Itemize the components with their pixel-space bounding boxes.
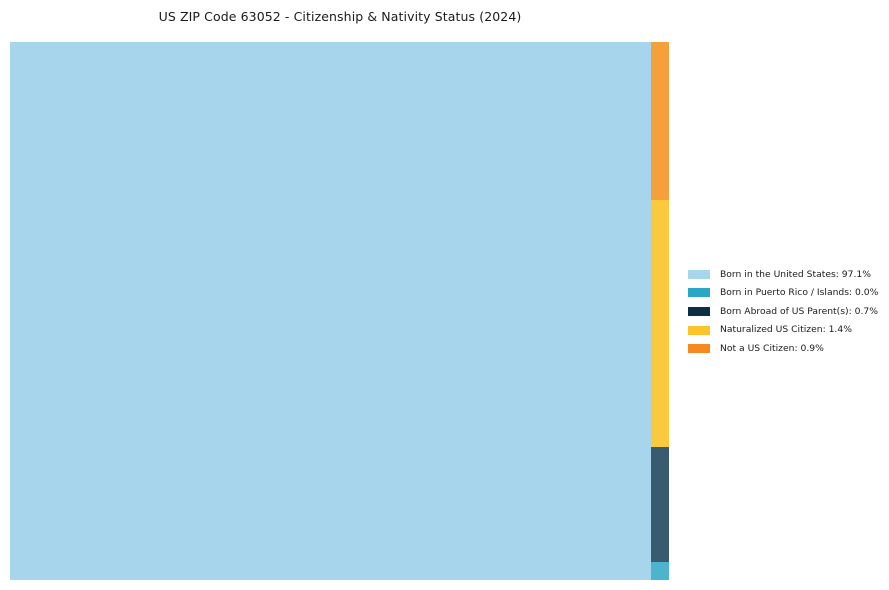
- legend-item-label: Born in the United States: 97.1%: [720, 268, 871, 280]
- chart-title: US ZIP Code 63052 - Citizenship & Nativi…: [158, 9, 522, 24]
- treemap-tile-born-in-the-united-states[interactable]: [10, 42, 651, 580]
- legend-item-label: Born Abroad of US Parent(s): 0.7%: [720, 305, 878, 317]
- treemap-tile-not-a-us-citizen[interactable]: [651, 42, 669, 200]
- treemap-tile-born-abroad-of-us-parents[interactable]: [651, 447, 669, 562]
- legend-swatch-icon: [688, 269, 710, 279]
- treemap-tile-born-in-puerto-rico-islands[interactable]: [651, 562, 669, 580]
- legend-item[interactable]: Born Abroad of US Parent(s): 0.7%: [688, 302, 884, 321]
- legend-item[interactable]: Born in the United States: 97.1%: [688, 265, 884, 284]
- legend-item-label: Naturalized US Citizen: 1.4%: [720, 324, 852, 336]
- legend-swatch-icon: [688, 344, 710, 354]
- legend-item[interactable]: Born in Puerto Rico / Islands: 0.0%: [688, 284, 884, 303]
- legend-swatch-icon: [688, 325, 710, 335]
- legend-swatch-icon: [688, 306, 710, 316]
- legend-item-label: Born in Puerto Rico / Islands: 0.0%: [720, 287, 879, 299]
- legend-item[interactable]: Not a US Citizen: 0.9%: [688, 339, 884, 358]
- treemap-plot-area: [10, 42, 669, 580]
- legend-item-label: Not a US Citizen: 0.9%: [720, 343, 824, 355]
- legend-swatch-icon: [688, 288, 710, 298]
- treemap-tile-naturalized-us-citizen[interactable]: [651, 200, 669, 447]
- legend-item[interactable]: Naturalized US Citizen: 1.4%: [688, 321, 884, 340]
- chart-legend: Born in the United States: 97.1% Born in…: [688, 265, 884, 358]
